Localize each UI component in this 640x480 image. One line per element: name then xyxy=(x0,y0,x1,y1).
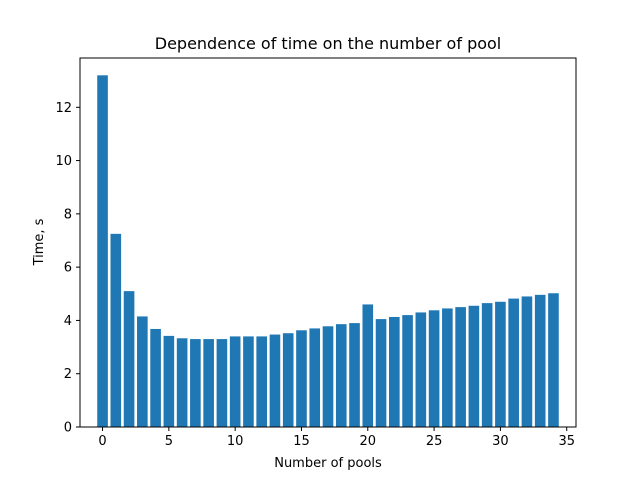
bar-18 xyxy=(335,324,347,427)
bar-19 xyxy=(349,323,360,427)
bar-26 xyxy=(442,308,453,427)
bar-1 xyxy=(110,233,122,427)
bar-8 xyxy=(203,339,214,427)
y-tick-label: 0 xyxy=(64,421,72,436)
bar-17 xyxy=(322,326,334,427)
x-axis-ticks: 0 5 10 15 20 25 30 35 xyxy=(98,427,575,449)
x-tick-label: 0 xyxy=(98,434,106,449)
bar-16 xyxy=(309,328,321,427)
bar-32 xyxy=(521,296,533,427)
bar-20 xyxy=(362,304,374,427)
x-tick-label: 15 xyxy=(293,434,310,449)
y-tick-label: 4 xyxy=(64,314,72,329)
x-tick-label: 5 xyxy=(165,434,173,449)
bar-34 xyxy=(548,293,559,427)
y-axis-label: Time, s xyxy=(32,218,47,266)
bar-7 xyxy=(190,339,201,427)
bar-14 xyxy=(282,333,294,427)
bar-13 xyxy=(269,334,281,427)
x-tick-label: 30 xyxy=(492,434,509,449)
bar-29 xyxy=(481,303,493,427)
bar-0 xyxy=(97,75,108,427)
bar-4 xyxy=(150,328,161,427)
bar-24 xyxy=(415,312,427,427)
plot-frame xyxy=(79,57,577,428)
y-tick-label: 10 xyxy=(55,154,72,169)
y-tick-label: 12 xyxy=(55,101,72,116)
bar-6 xyxy=(176,338,188,427)
bar-12 xyxy=(256,336,267,427)
x-tick-label: 20 xyxy=(360,434,377,449)
y-tick-label: 2 xyxy=(64,367,72,382)
bar-30 xyxy=(495,301,506,427)
bar-3 xyxy=(137,316,148,427)
chart-title: Dependence of time on the number of pool xyxy=(155,34,502,53)
bar-25 xyxy=(428,310,440,427)
bar-10 xyxy=(229,336,241,427)
y-axis-ticks: 0 2 4 6 8 10 12 xyxy=(55,101,80,436)
bar-23 xyxy=(402,315,413,427)
x-tick-label: 10 xyxy=(227,434,244,449)
bar-15 xyxy=(296,330,307,427)
bar-5 xyxy=(163,335,175,427)
x-tick-label: 25 xyxy=(426,434,443,449)
bar-33 xyxy=(534,294,546,427)
y-tick-label: 8 xyxy=(64,207,72,222)
bar-28 xyxy=(468,305,480,427)
x-tick-label: 35 xyxy=(558,434,575,449)
bar-22 xyxy=(389,316,400,427)
bar-31 xyxy=(508,298,519,427)
bar-21 xyxy=(375,319,387,427)
bar-9 xyxy=(216,339,228,427)
y-tick-label: 6 xyxy=(64,261,72,276)
bar-2 xyxy=(123,291,135,427)
bars-group xyxy=(97,75,559,427)
bar-27 xyxy=(455,307,466,427)
bar-11 xyxy=(243,336,254,427)
x-axis-label: Number of pools xyxy=(274,456,382,471)
